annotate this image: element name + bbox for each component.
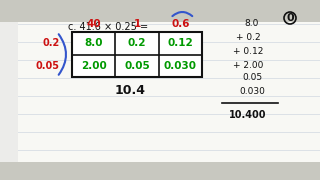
Text: 1: 1 [133, 19, 140, 29]
Text: 0.12: 0.12 [167, 38, 193, 48]
Text: 0.2: 0.2 [43, 38, 60, 48]
Text: 2.00: 2.00 [81, 61, 107, 71]
Bar [72, 32, 202, 77]
Text: 0.05: 0.05 [124, 61, 150, 71]
Bar [0, 22, 320, 162]
Text: 0.030: 0.030 [164, 61, 197, 71]
Text: 0.6: 0.6 [171, 19, 189, 29]
Text: c. 41.6 × 0.25 =: c. 41.6 × 0.25 = [68, 22, 148, 32]
Text: 10.4: 10.4 [115, 84, 146, 98]
Text: 40: 40 [86, 19, 101, 29]
Text: 0.2: 0.2 [128, 38, 146, 48]
Bar [0, 0, 320, 22]
Text: + 0.2: + 0.2 [236, 33, 260, 42]
Text: + 2.00: + 2.00 [233, 60, 263, 69]
Bar [0, 22, 18, 162]
Text: 0.05: 0.05 [242, 73, 262, 82]
Text: + 0.12: + 0.12 [233, 46, 263, 55]
Text: 0.05: 0.05 [36, 61, 60, 71]
Bar [0, 162, 320, 180]
Text: 8.0: 8.0 [245, 19, 259, 28]
Text: 0.030: 0.030 [239, 87, 265, 96]
Text: 0: 0 [286, 13, 294, 23]
Text: 10.400: 10.400 [229, 110, 267, 120]
Text: 8.0: 8.0 [84, 38, 103, 48]
